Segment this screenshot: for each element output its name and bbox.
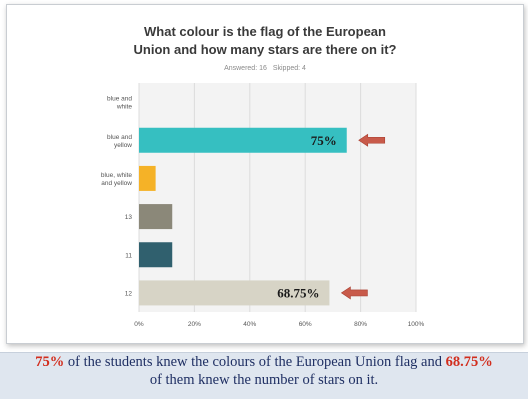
arrow-shape xyxy=(340,286,368,300)
answered-count: Answered: 16 xyxy=(224,65,267,72)
bar xyxy=(139,242,173,268)
caption-line-2: of them knew the number of stars on it. xyxy=(149,372,379,388)
category-label: blue, white xyxy=(101,172,132,179)
category-label: blue and xyxy=(107,96,132,103)
category-label: and yellow xyxy=(101,180,132,187)
x-tick-label: 20% xyxy=(188,321,201,328)
category-label: blue and xyxy=(107,134,132,141)
plot-area xyxy=(139,83,416,312)
bar xyxy=(139,204,173,230)
arrow-icon xyxy=(340,286,368,300)
category-label: yellow xyxy=(114,142,132,149)
chart-title-line-2: Union and how many stars are there on it… xyxy=(133,42,397,57)
x-tick-label: 80% xyxy=(354,321,367,328)
summary-caption: 75% of the students knew the colours of … xyxy=(0,352,528,399)
skipped-count: Skipped: 4 xyxy=(272,65,306,72)
data-label: 68.75% xyxy=(277,285,319,300)
caption-highlight-stars: 68.75% xyxy=(445,354,493,370)
bar xyxy=(139,165,156,191)
caption-line-1: 75% of the students knew the colours of … xyxy=(0,353,528,371)
caption-highlight-colours: 75% xyxy=(35,354,65,370)
bar xyxy=(139,280,330,306)
arrow-shape xyxy=(358,133,386,147)
x-tick-label: 40% xyxy=(243,321,256,328)
arrow-icon xyxy=(358,133,386,147)
chart-title-line-1: What colour is the flag of the European xyxy=(144,24,386,39)
category-label: white xyxy=(116,104,133,111)
category-label: 11 xyxy=(125,252,132,259)
bar xyxy=(139,127,347,153)
category-label: 12 xyxy=(125,290,133,297)
x-tick-label: 0% xyxy=(134,321,144,328)
chart-title: What colour is the flag of the European … xyxy=(7,23,523,59)
category-label: 13 xyxy=(125,214,133,221)
x-tick-label: 60% xyxy=(299,321,312,328)
caption-text-1: of the students knew the colours of the … xyxy=(64,354,446,370)
response-stats: Answered: 16 Skipped: 4 xyxy=(7,65,523,72)
data-label: 75% xyxy=(311,133,337,148)
x-tick-label: 100% xyxy=(408,321,425,328)
